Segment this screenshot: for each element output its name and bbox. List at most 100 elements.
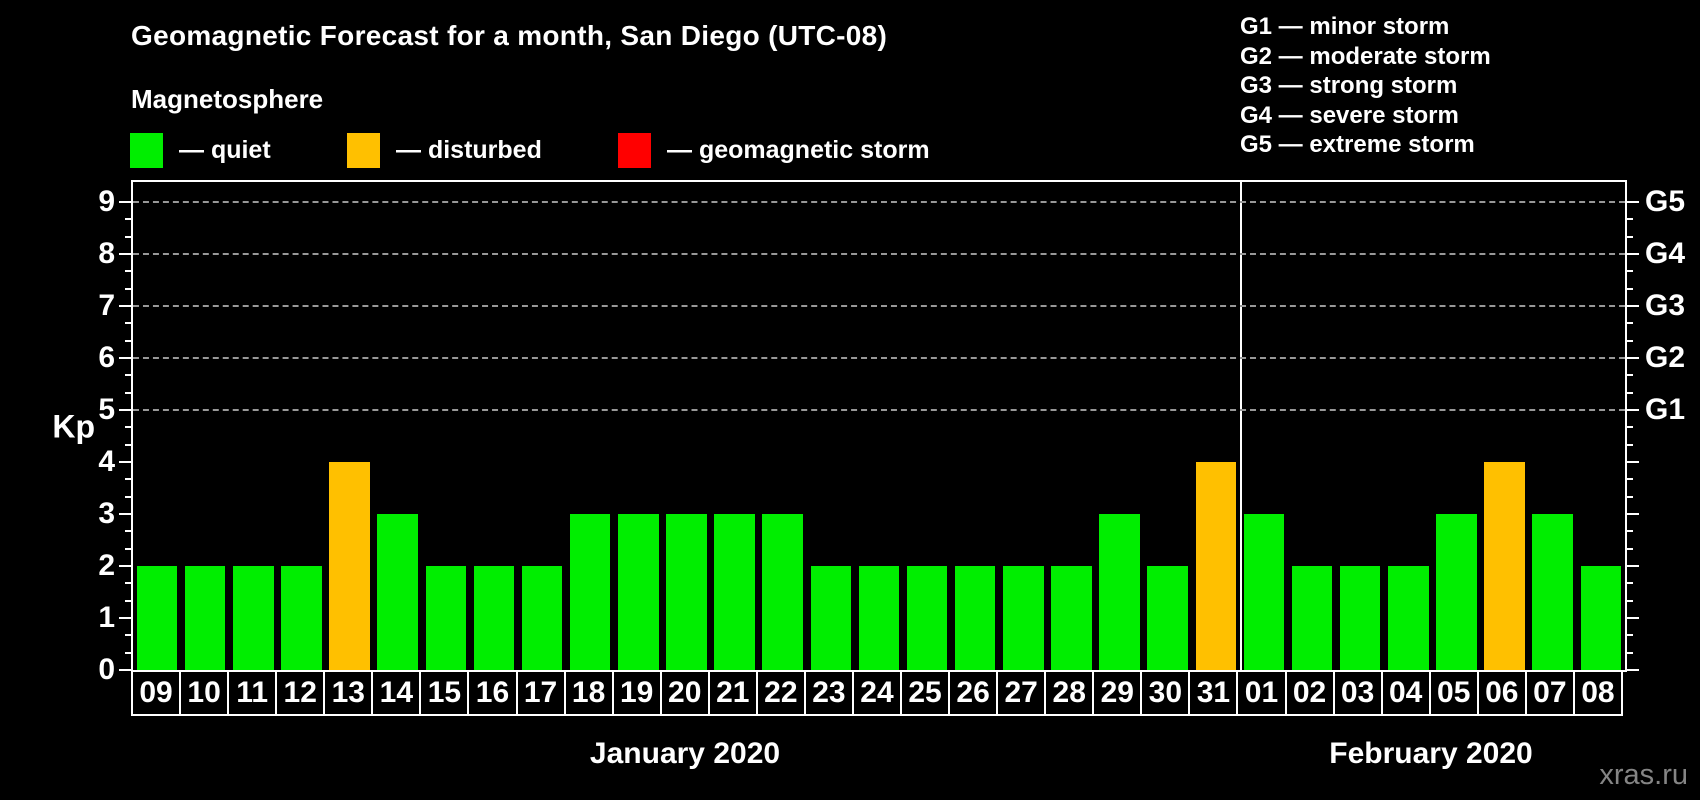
right-minor-tick xyxy=(1625,218,1633,221)
y-minor-tick xyxy=(125,443,133,446)
y-minor-tick xyxy=(125,235,133,238)
bar-slot-01 xyxy=(1240,182,1288,670)
bar-day-20-kp3 xyxy=(666,514,707,670)
right-minor-tick xyxy=(1625,391,1633,394)
day-label-21: 21 xyxy=(707,670,758,716)
bar-slot-28 xyxy=(1047,182,1095,670)
g-tick-label-g1: G1 xyxy=(1645,393,1686,426)
day-label-01: 01 xyxy=(1236,670,1287,716)
right-tick-4 xyxy=(1625,461,1639,463)
bar-day-22-kp3 xyxy=(762,514,803,670)
y-minor-tick xyxy=(125,582,133,585)
day-label-29: 29 xyxy=(1092,670,1143,716)
day-label-22: 22 xyxy=(755,670,806,716)
right-tick-9 xyxy=(1625,201,1639,203)
y-tick-4 xyxy=(119,461,133,463)
bar-slot-25 xyxy=(903,182,951,670)
day-label-08: 08 xyxy=(1572,670,1623,716)
day-label-06: 06 xyxy=(1476,670,1527,716)
bar-day-02-kp2 xyxy=(1291,566,1333,670)
bar-slot-04 xyxy=(1384,182,1432,670)
legend-item-label: — quiet xyxy=(179,136,271,164)
bar-slot-07 xyxy=(1529,182,1577,670)
bar-slot-31 xyxy=(1192,182,1240,670)
y-minor-tick xyxy=(125,339,133,342)
plot-area: Kp 0 1 2 3 4 5 G1 6 G2 7 G3 8 G4 9 G5 xyxy=(52,180,1685,686)
bar-day-14-kp3 xyxy=(377,514,418,670)
y-tick-label-7: 7 xyxy=(98,289,115,322)
day-label-27: 27 xyxy=(996,670,1047,716)
day-label-19: 19 xyxy=(611,670,662,716)
month-label-february: February 2020 xyxy=(1329,737,1533,770)
right-tick-2 xyxy=(1625,565,1639,567)
right-minor-tick xyxy=(1625,634,1633,637)
y-minor-tick xyxy=(125,530,133,533)
y-minor-tick xyxy=(125,651,133,654)
g-legend-line-g4: G4 — severe storm xyxy=(1240,101,1459,129)
bar-day-23-kp2 xyxy=(810,566,852,670)
right-tick-3 xyxy=(1625,513,1639,515)
bar-day-09-kp2 xyxy=(136,566,178,670)
bar-slot-15 xyxy=(422,182,470,670)
bar-slot-09 xyxy=(133,182,181,670)
right-minor-tick xyxy=(1625,339,1633,342)
y-tick-label-9: 9 xyxy=(98,185,115,218)
day-label-26: 26 xyxy=(948,670,999,716)
legend-item-storm: — geomagnetic storm xyxy=(618,133,930,168)
bar-day-26-kp2 xyxy=(954,566,996,670)
y-tick-6 xyxy=(119,357,133,359)
y-tick-label-0: 0 xyxy=(98,653,115,686)
bar-slot-14 xyxy=(374,182,422,670)
day-label-02: 02 xyxy=(1284,670,1335,716)
bar-slot-24 xyxy=(855,182,903,670)
y-tick-label-2: 2 xyxy=(98,549,115,582)
bar-slot-13 xyxy=(326,182,374,670)
bar-slot-19 xyxy=(614,182,662,670)
y-tick-9 xyxy=(119,201,133,203)
bar-day-30-kp2 xyxy=(1147,566,1188,670)
bar-day-07-kp3 xyxy=(1532,514,1573,670)
legend-heading: Magnetosphere xyxy=(131,84,324,114)
y-tick-8 xyxy=(119,253,133,255)
bar-day-01-kp3 xyxy=(1243,514,1285,670)
day-label-12: 12 xyxy=(275,670,326,716)
bars xyxy=(133,182,1625,670)
bar-day-03-kp2 xyxy=(1339,566,1381,670)
right-tick-1 xyxy=(1625,617,1639,619)
bar-day-05-kp3 xyxy=(1436,514,1477,670)
bar-day-10-kp2 xyxy=(184,566,226,670)
bar-day-16-kp2 xyxy=(473,566,515,670)
day-label-25: 25 xyxy=(900,670,951,716)
bar-slot-02 xyxy=(1288,182,1336,670)
g-legend-line-g2: G2 — moderate storm xyxy=(1240,42,1491,70)
right-minor-tick xyxy=(1625,478,1633,481)
right-minor-tick xyxy=(1625,599,1633,602)
right-minor-tick xyxy=(1625,443,1633,446)
day-label-11: 11 xyxy=(227,670,278,716)
day-labels: 09 10 11 12 13 14 15 16 17 18 19 20 21 22 23 24 25 26 27 28… xyxy=(131,670,1623,716)
legend-item-quiet: — quiet xyxy=(130,133,271,168)
legend-item-label: — disturbed xyxy=(396,136,542,164)
bar-day-04-kp2 xyxy=(1388,566,1429,670)
y-minor-tick xyxy=(125,270,133,273)
right-tick-0 xyxy=(1625,669,1639,671)
bar-day-21-kp3 xyxy=(714,514,755,670)
bar-day-06-kp4 xyxy=(1484,462,1525,670)
right-minor-tick xyxy=(1625,287,1633,290)
day-label-07: 07 xyxy=(1524,670,1575,716)
month-label-january: January 2020 xyxy=(589,737,781,770)
right-minor-tick xyxy=(1625,322,1633,325)
y-tick-2 xyxy=(119,565,133,567)
y-tick-label-8: 8 xyxy=(98,237,115,270)
bar-day-31-kp4 xyxy=(1195,462,1237,670)
bar-slot-12 xyxy=(277,182,325,670)
y-minor-tick xyxy=(125,391,133,394)
bar-slot-10 xyxy=(181,182,229,670)
quiet-swatch-icon xyxy=(130,133,163,168)
g-legend-line-g1: G1 — minor storm xyxy=(1240,13,1450,40)
y-axis-title: Kp xyxy=(52,408,95,445)
bar-day-28-kp2 xyxy=(1051,566,1092,670)
right-minor-tick xyxy=(1625,235,1633,238)
day-label-10: 10 xyxy=(179,670,230,716)
